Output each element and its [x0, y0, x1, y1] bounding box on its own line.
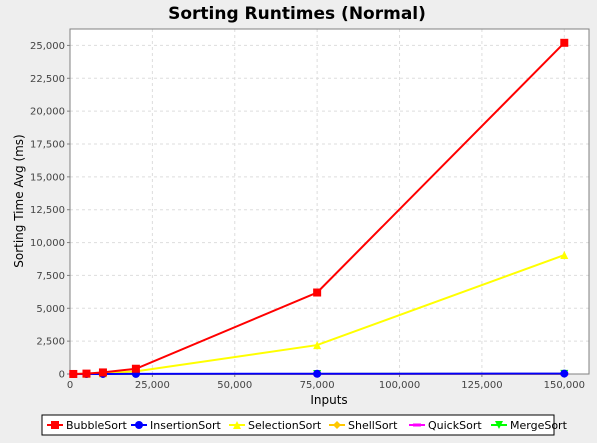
x-tick-label: 25,000 — [135, 380, 170, 391]
x-tick-label: 150,000 — [544, 380, 585, 391]
data-point — [69, 370, 77, 378]
legend-label: BubbleSort — [66, 419, 128, 432]
y-tick-label: 17,500 — [30, 140, 65, 151]
y-tick-label: 22,500 — [30, 74, 65, 85]
x-tick-label: 0 — [67, 380, 73, 391]
data-point — [99, 368, 107, 376]
data-point — [313, 370, 321, 378]
x-tick-label: 100,000 — [379, 380, 420, 391]
y-tick-label: 0 — [59, 370, 65, 381]
legend-label: QuickSort — [428, 419, 482, 432]
legend: BubbleSort InsertionSort SelectionSort Shel… — [42, 415, 568, 435]
data-point — [560, 370, 568, 378]
plot-area — [70, 29, 589, 374]
data-point — [313, 289, 321, 297]
x-tick-label: 75,000 — [300, 380, 335, 391]
legend-swatch-marker — [51, 421, 59, 429]
x-tick-label: 50,000 — [217, 380, 252, 391]
y-tick-label: 10,000 — [30, 238, 65, 249]
y-axis-label: Sorting Time Avg (ms) — [12, 134, 26, 268]
legend-label: SelectionSort — [248, 419, 322, 432]
legend-swatch-marker — [413, 424, 421, 427]
legend-label: ShellSort — [348, 419, 398, 432]
y-tick-label: 5,000 — [36, 304, 65, 315]
chart-title: Sorting Runtimes (Normal) — [168, 4, 426, 24]
y-tick-label: 25,000 — [30, 41, 65, 52]
legend-swatch-marker — [135, 421, 143, 429]
y-tick-label: 2,500 — [36, 337, 65, 348]
data-point — [132, 365, 140, 373]
x-axis-label: Inputs — [310, 393, 347, 407]
y-tick-label: 20,000 — [30, 107, 65, 118]
legend-label: InsertionSort — [150, 419, 222, 432]
data-point — [560, 39, 568, 47]
data-point — [82, 370, 90, 378]
y-tick-label: 7,500 — [36, 271, 65, 282]
y-tick-label: 15,000 — [30, 172, 65, 183]
x-tick-label: 125,000 — [461, 380, 502, 391]
legend-label: MergeSort — [510, 419, 568, 432]
y-tick-label: 12,500 — [30, 205, 65, 216]
